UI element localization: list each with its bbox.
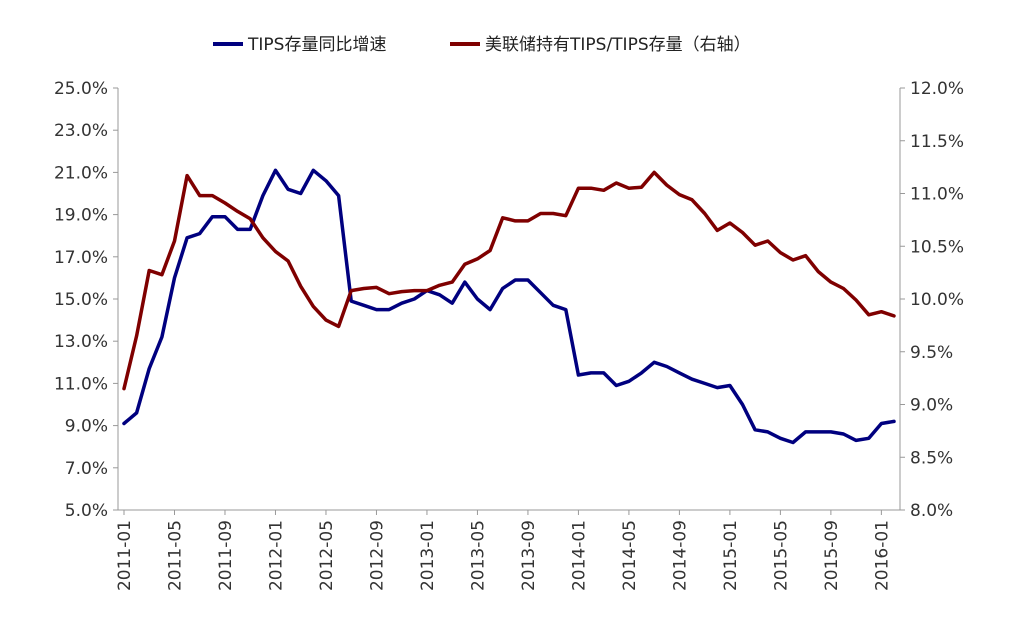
right-tick-label: 11.0% [910, 185, 964, 205]
left-tick-label: 21.0% [54, 163, 108, 183]
x-tick-label: 2014-01 [569, 520, 589, 591]
right-tick-label: 12.0% [910, 79, 964, 99]
left-tick-label: 5.0% [65, 501, 108, 521]
right-axis-ticks: 12.0% 11.5% 11.0% 10.5% 10.0% 9.5% 9.0% 8.5% 8.0… [900, 79, 964, 521]
x-tick-label: 2015-09 [822, 520, 842, 591]
left-tick-label: 15.0% [54, 290, 108, 310]
right-tick-label: 9.0% [910, 396, 953, 416]
x-tick-label: 2013-05 [468, 520, 488, 591]
right-tick-label: 8.5% [910, 448, 953, 468]
right-tick-label: 11.5% [910, 132, 964, 152]
x-tick-label: 2012-01 [266, 520, 286, 591]
x-tick-label: 2013-09 [519, 520, 539, 591]
right-tick-label: 10.0% [910, 290, 964, 310]
x-tick-label: 2016-01 [872, 520, 892, 591]
right-tick-label: 9.5% [910, 343, 953, 363]
legend-label-fed-share: 美联储持有TIPS/TIPS存量（右轴） [485, 35, 751, 55]
x-tick-label: 2011-05 [165, 520, 185, 591]
x-tick-label: 2011-01 [115, 520, 135, 591]
x-tick-label: 2015-01 [721, 520, 741, 591]
x-tick-label: 2015-05 [771, 520, 791, 591]
left-tick-label: 17.0% [54, 248, 108, 268]
left-axis-ticks: 25.0% 23.0% 21.0% 19.0% 17.0% 15.0% 13.0% 11.0%… [54, 79, 118, 521]
x-axis-ticks: 2011-01 2011-05 2011-09 2012-01 2012-05 2012-… [115, 510, 892, 591]
x-tick-label: 2012-09 [367, 520, 387, 591]
series-line-fed-share [122, 170, 896, 391]
left-tick-label: 23.0% [54, 121, 108, 141]
series-layer [122, 168, 896, 445]
legend-label-growth: TIPS存量同比增速 [247, 35, 386, 55]
x-tick-label: 2012-05 [317, 520, 337, 591]
left-tick-label: 19.0% [54, 206, 108, 226]
x-tick-label: 2013-01 [418, 520, 438, 591]
x-tick-label: 2014-05 [620, 520, 640, 591]
left-tick-label: 13.0% [54, 332, 108, 352]
left-tick-label: 11.0% [54, 374, 108, 394]
x-tick-label: 2014-09 [670, 520, 690, 591]
left-tick-label: 7.0% [65, 459, 108, 479]
right-tick-label: 8.0% [910, 501, 953, 521]
x-tick-label: 2011-09 [216, 520, 236, 591]
legend: TIPS存量同比增速 美联储持有TIPS/TIPS存量（右轴） [213, 35, 751, 55]
left-tick-label: 9.0% [65, 417, 108, 437]
right-tick-label: 10.5% [910, 237, 964, 257]
left-tick-label: 25.0% [54, 79, 108, 99]
